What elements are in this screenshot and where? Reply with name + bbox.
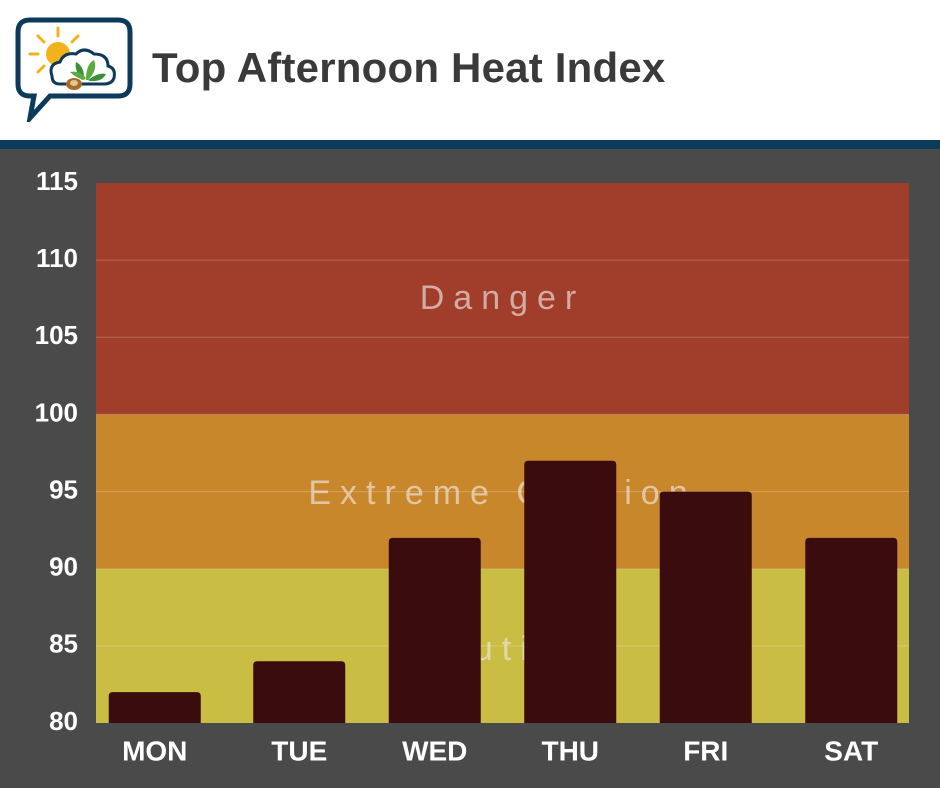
- x-tick-label: TUE: [271, 735, 327, 766]
- header-divider: [0, 140, 940, 149]
- band-label-danger: Danger: [420, 279, 586, 317]
- bar-fri: [659, 491, 752, 723]
- bar-wed: [388, 537, 481, 723]
- chart-area: Caution Extreme Caution Danger MON TUE WED THU…: [0, 149, 940, 788]
- band-danger: [96, 183, 909, 415]
- band-extreme-caution: [96, 414, 909, 569]
- y-tick-label: 90: [49, 552, 78, 582]
- y-tick-label: 85: [49, 629, 78, 659]
- bar-mon: [108, 692, 201, 723]
- x-tick-label: THU: [541, 735, 599, 766]
- band-label-extreme-caution: Extreme Caution: [308, 474, 696, 512]
- y-tick-label: 80: [49, 706, 78, 736]
- band-caution: [96, 568, 909, 723]
- bar-thu: [524, 460, 617, 723]
- y-tick-label: 115: [36, 166, 78, 196]
- x-tick-label: MON: [122, 735, 187, 766]
- x-tick-label: WED: [402, 735, 467, 766]
- y-tick-label: 100: [35, 397, 78, 427]
- x-tick-label: SAT: [824, 735, 878, 766]
- header: Top Afternoon Heat Index: [0, 0, 940, 140]
- y-tick-label: 110: [36, 243, 78, 273]
- bar-sat: [805, 537, 898, 723]
- bar-tue: [253, 661, 346, 723]
- page-title: Top Afternoon Heat Index: [152, 44, 666, 91]
- y-tick-label: 105: [35, 320, 78, 350]
- y-tick-label: 95: [49, 474, 78, 504]
- sun-cloud-plant-logo-icon: [15, 17, 133, 122]
- x-tick-label: FRI: [683, 735, 728, 766]
